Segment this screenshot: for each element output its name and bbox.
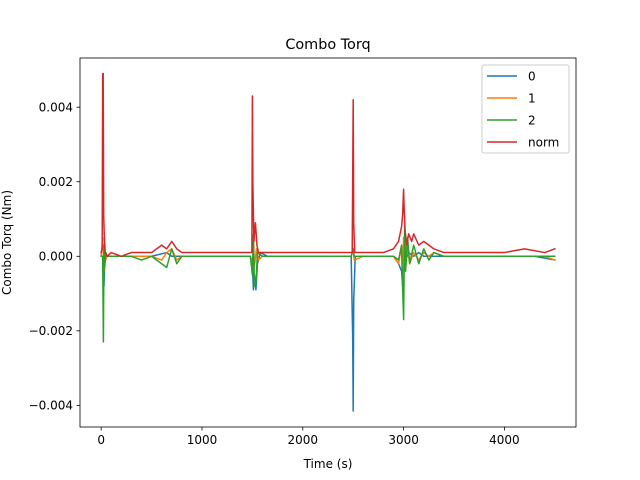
legend-label-0: 0 xyxy=(528,69,536,83)
x-axis: 0 1000 2000 3000 4000 xyxy=(97,427,520,447)
legend-frame xyxy=(481,64,570,154)
y-tick-label: 0.002 xyxy=(39,175,73,189)
legend: 0 1 2 norm xyxy=(481,64,570,154)
series-layer xyxy=(100,72,556,412)
series-line-norm xyxy=(100,72,556,258)
x-tick-label: 3000 xyxy=(388,433,419,447)
x-tick-label: 0 xyxy=(97,433,105,447)
x-tick-label: 1000 xyxy=(187,433,218,447)
legend-label-norm: norm xyxy=(528,135,559,149)
chart-title: Combo Torq xyxy=(285,37,370,53)
legend-label-2: 2 xyxy=(528,113,536,127)
x-axis-label: Time (s) xyxy=(303,457,353,471)
y-tick-label: −0.004 xyxy=(29,399,73,413)
y-tick-label: 0.004 xyxy=(39,101,73,115)
y-tick-label: −0.002 xyxy=(29,324,73,338)
plot-frame xyxy=(79,57,577,428)
y-tick-label: 0.000 xyxy=(39,250,73,264)
y-axis: −0.004 −0.002 0.000 0.002 0.004 xyxy=(29,101,80,413)
series-line-2 xyxy=(100,225,556,343)
legend-label-1: 1 xyxy=(528,91,536,105)
y-axis-label: Combo Torq (Nm) xyxy=(0,190,14,295)
x-tick-label: 4000 xyxy=(489,433,520,447)
x-tick-label: 2000 xyxy=(288,433,319,447)
